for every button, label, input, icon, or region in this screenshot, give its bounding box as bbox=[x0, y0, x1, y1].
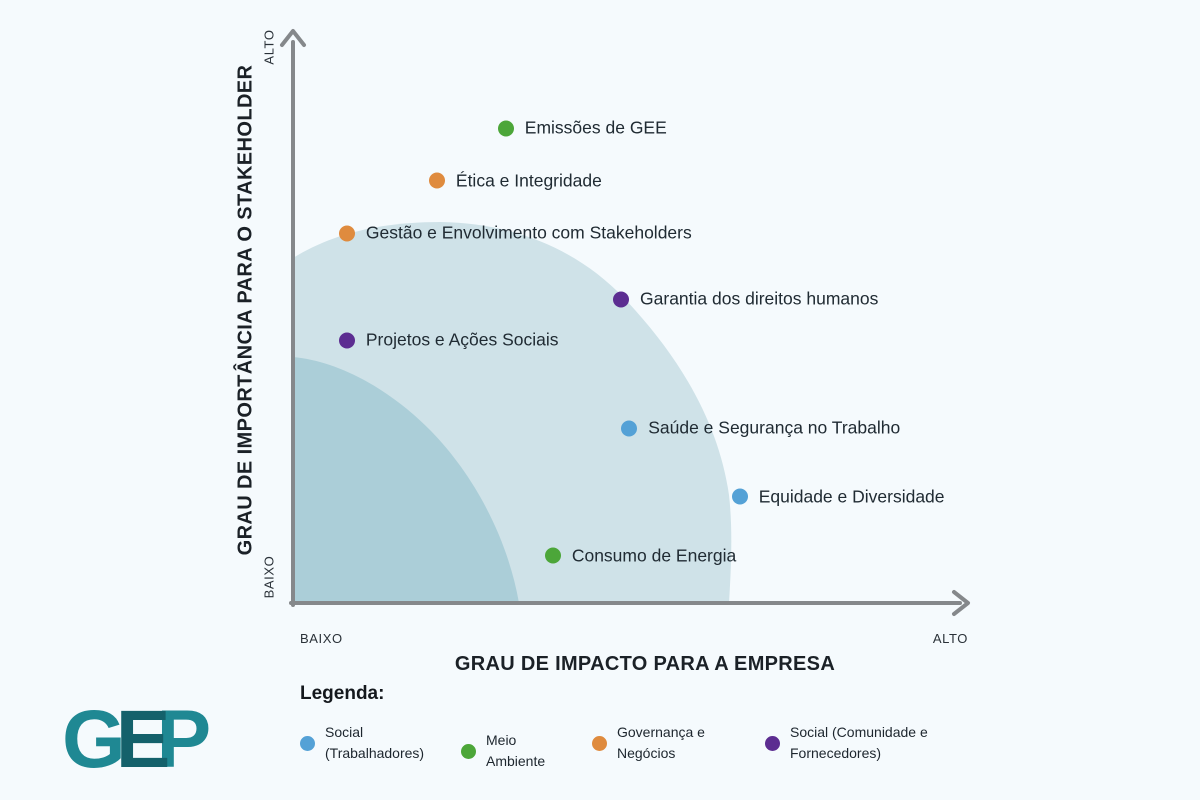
legend-item: Social (Trabalhadores) bbox=[300, 722, 424, 764]
data-point: Projetos e Ações Sociais bbox=[338, 329, 559, 351]
legend-item: Governança e Negócios bbox=[592, 722, 705, 764]
point-marker bbox=[731, 488, 748, 505]
point-label: Consumo de Energia bbox=[571, 545, 737, 566]
x-axis-title: GRAU DE IMPACTO PARA A EMPRESA bbox=[454, 653, 836, 675]
logo-letter-g: G bbox=[62, 694, 126, 785]
data-point: Consumo de Energia bbox=[544, 545, 737, 566]
x-axis-high-label: ALTO bbox=[932, 631, 968, 646]
legend-label-line: Fornecedores) bbox=[790, 745, 882, 761]
legend-marker bbox=[300, 735, 315, 751]
point-label: Saúde e Segurança no Trabalho bbox=[648, 417, 901, 438]
y-axis-title: GRAU DE IMPORTÂNCIA PARA O STAKEHOLDER bbox=[234, 64, 257, 556]
legend-marker bbox=[461, 743, 476, 759]
point-marker bbox=[613, 291, 630, 308]
data-point: Gestão e Envolvimento com Stakeholders bbox=[338, 222, 692, 244]
point-marker bbox=[497, 120, 514, 137]
point-label: Emissões de GEE bbox=[524, 117, 667, 138]
x-axis-arrow-icon bbox=[952, 590, 970, 616]
point-label: Gestão e Envolvimento com Stakeholders bbox=[365, 222, 692, 243]
legend-label-line: Social (Comunidade e bbox=[790, 724, 928, 740]
legend-label-line: Negócios bbox=[617, 745, 676, 761]
legend-label-line: Social bbox=[325, 724, 364, 740]
legend-title: Legenda: bbox=[300, 683, 385, 704]
x-axis-low-label: BAIXO bbox=[300, 631, 343, 646]
point-label: Garantia dos direitos humanos bbox=[640, 288, 879, 309]
legend-label: Meio Ambiente bbox=[486, 730, 545, 772]
point-marker bbox=[544, 547, 561, 564]
logo-letter-e: E bbox=[115, 694, 171, 785]
legend-label: Social (Comunidade e Fornecedores) bbox=[790, 722, 928, 764]
legend-label: Governança e Negócios bbox=[617, 722, 705, 764]
legend-item: Meio Ambiente bbox=[461, 730, 545, 772]
data-point: Saúde e Segurança no Trabalho bbox=[621, 418, 900, 439]
legend-label-line: Ambiente bbox=[486, 753, 546, 769]
y-axis-low-label: BAIXO bbox=[261, 555, 277, 599]
y-axis-arrow-icon bbox=[280, 29, 306, 47]
point-marker bbox=[428, 172, 445, 189]
point-label: Projetos e Ações Sociais bbox=[365, 329, 559, 350]
point-marker bbox=[338, 225, 355, 242]
data-point: Garantia dos direitos humanos bbox=[613, 289, 878, 310]
legend-label: Social (Trabalhadores) bbox=[325, 722, 424, 764]
legend-label-line: (Trabalhadores) bbox=[325, 745, 425, 761]
legend-marker bbox=[592, 735, 607, 751]
point-marker bbox=[621, 420, 638, 437]
point-marker bbox=[338, 332, 355, 349]
data-point: Equidade e Diversidade bbox=[731, 486, 945, 507]
inner-priority-zone bbox=[293, 357, 519, 603]
gep-logo: GEP bbox=[62, 694, 212, 785]
legend-marker bbox=[765, 735, 780, 751]
legend-label-line: Meio bbox=[486, 732, 517, 748]
data-point: Emissões de GEE bbox=[497, 117, 667, 139]
legend-label-line: Governança e bbox=[617, 724, 705, 740]
point-label: Ética e Integridade bbox=[455, 170, 602, 191]
data-point: Ética e Integridade bbox=[428, 170, 602, 191]
logo-letter-p: P bbox=[156, 694, 212, 785]
y-axis-high-label: ALTO bbox=[261, 29, 277, 65]
axes bbox=[280, 29, 970, 616]
legend-item: Social (Comunidade e Fornecedores) bbox=[765, 722, 928, 764]
point-label: Equidade e Diversidade bbox=[758, 486, 945, 507]
